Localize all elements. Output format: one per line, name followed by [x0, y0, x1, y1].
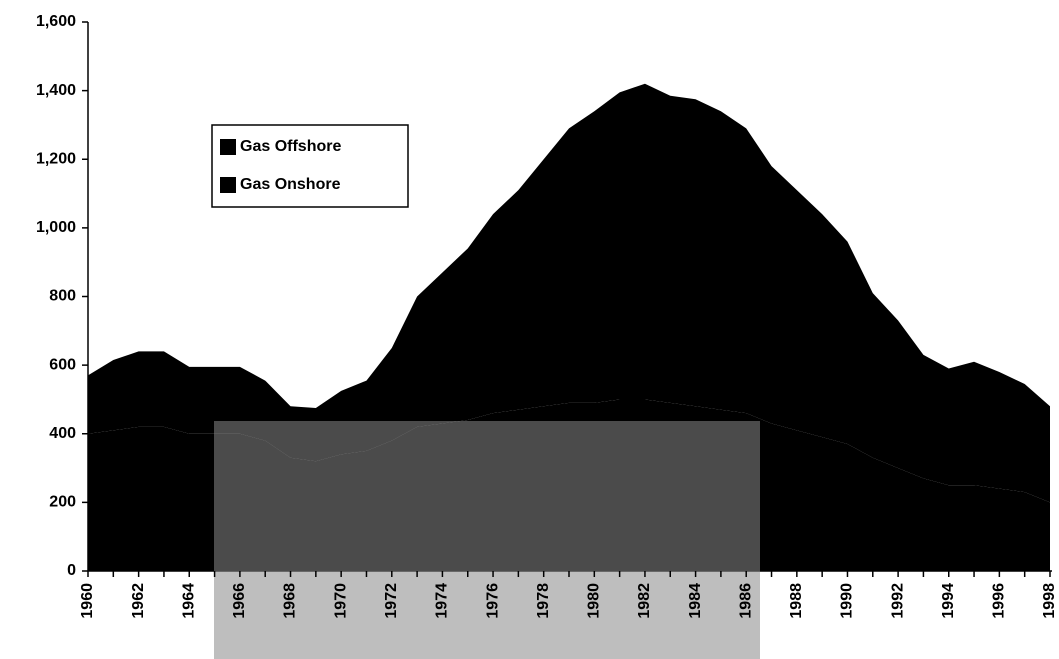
- x-tick-label: 1968: [282, 583, 299, 619]
- x-tick-label: 1984: [687, 583, 704, 619]
- x-tick-label: 1998: [1041, 583, 1058, 619]
- y-tick-label: 400: [49, 425, 76, 442]
- watermark: [214, 421, 760, 659]
- y-tick-label: 1,200: [36, 150, 76, 167]
- x-tick-label: 1972: [383, 583, 400, 619]
- area: [88, 83, 1050, 503]
- y-tick-label: 1,000: [36, 219, 76, 236]
- x-tick-label: 1970: [332, 583, 349, 619]
- x-tick-label: 1978: [535, 583, 552, 619]
- x-tick-label: 1960: [79, 583, 96, 619]
- x-tick-label: 1994: [940, 583, 957, 619]
- x-tick-label: 1986: [737, 583, 754, 619]
- x-tick-label: 1962: [130, 583, 147, 619]
- y-tick-label: 800: [49, 288, 76, 305]
- x-tick-label: 1976: [484, 583, 501, 619]
- y-tick-label: 0: [67, 562, 76, 579]
- x-tick-label: 1980: [586, 583, 603, 619]
- legend-swatch: [220, 177, 236, 193]
- x-tick-label: 1974: [434, 583, 451, 619]
- y-tick-label: 200: [49, 494, 76, 511]
- x-tick-label: 1988: [788, 583, 805, 619]
- x-tick-label: 1964: [180, 583, 197, 619]
- legend-swatch: [220, 139, 236, 155]
- legend-label: Gas Offshore: [240, 138, 341, 155]
- legend-box: [211, 124, 409, 208]
- y-tick-label: 600: [49, 356, 76, 373]
- y-tick-label: 1,600: [36, 13, 76, 30]
- y-tick-label: 1,400: [36, 82, 76, 99]
- x-tick-label: 1982: [636, 583, 653, 619]
- x-tick-label: 1992: [889, 583, 906, 619]
- x-tick-label: 1966: [231, 583, 248, 619]
- legend: Gas Offshore Gas Onshore: [211, 124, 409, 208]
- x-tick-label: 1996: [991, 583, 1008, 619]
- legend-label: Gas Onshore: [240, 176, 341, 193]
- x-tick-label: 1990: [839, 583, 856, 619]
